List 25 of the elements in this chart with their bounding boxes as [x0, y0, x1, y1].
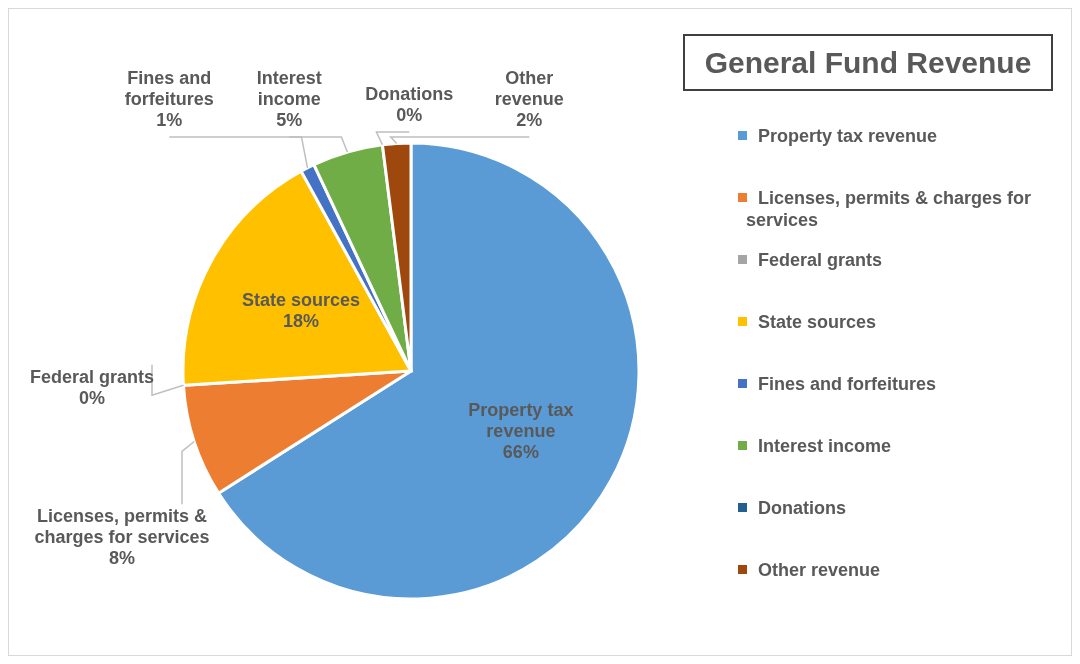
- slice-label: State sources: [242, 289, 361, 310]
- text: 0%: [78, 387, 106, 408]
- slice-label: Other revenue: [494, 68, 564, 109]
- legend-label: Property tax revenue: [758, 126, 938, 146]
- data-label: 66%: [502, 441, 539, 462]
- chart-title: General Fund Revenue: [704, 46, 1032, 79]
- category-label: Donations: [365, 84, 454, 105]
- slice-label: Interest income: [256, 68, 322, 109]
- slice-label: Fines and forfeitures: [124, 68, 214, 109]
- category-label: Federal grants: [29, 366, 155, 387]
- data-label: 2%: [516, 110, 543, 130]
- slice-label: Licenses, permits & charges for services: [34, 506, 210, 548]
- slice-label: Property tax revenue: [468, 399, 574, 441]
- data-label: 5%: [276, 110, 303, 130]
- data-label: 1%: [156, 110, 183, 130]
- legend-label: Other revenue: [758, 560, 881, 580]
- legend-label: Donations: [758, 498, 846, 518]
- legend-label: State sources: [758, 312, 877, 332]
- legend-label: Federal grants: [758, 250, 883, 270]
- data-label: 18%: [283, 310, 320, 331]
- legend-label: Licenses, permits & charges for services: [746, 188, 1032, 230]
- legend-label: Fines and forfeitures: [758, 374, 937, 394]
- text: 0%: [396, 105, 423, 126]
- data-label: 8%: [108, 548, 136, 569]
- legend-label: Interest income: [758, 436, 892, 456]
